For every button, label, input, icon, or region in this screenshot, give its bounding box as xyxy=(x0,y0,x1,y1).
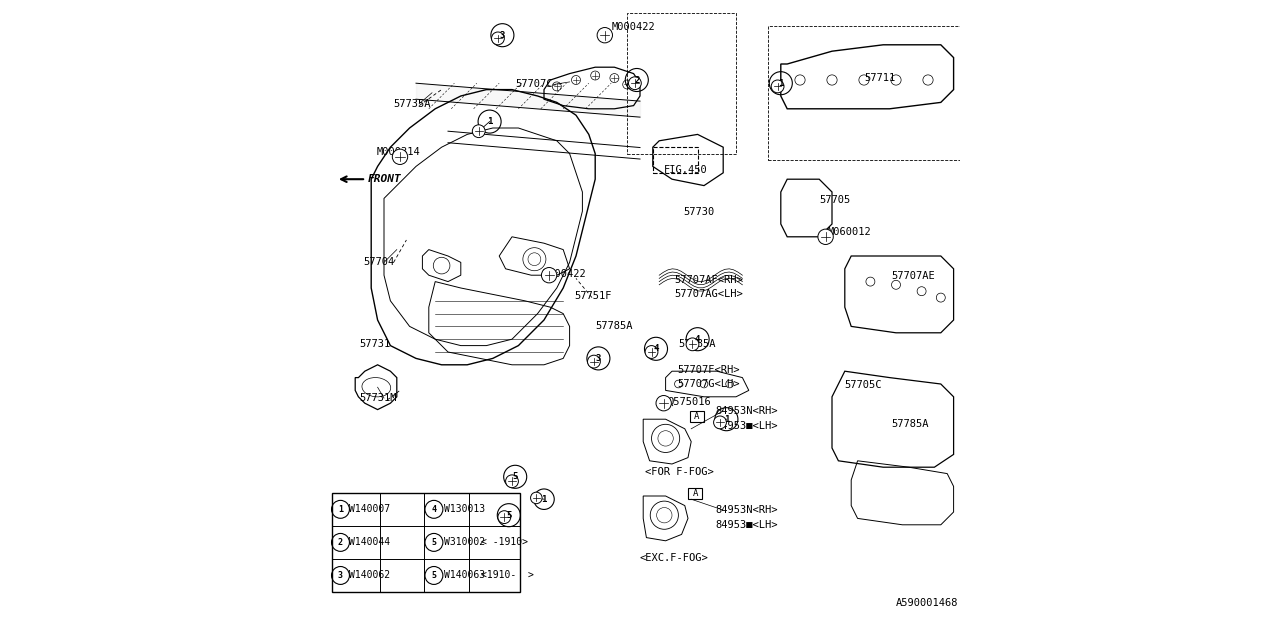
Text: A590001468: A590001468 xyxy=(896,598,959,608)
Circle shape xyxy=(714,416,727,429)
Text: 84953N<RH>: 84953N<RH> xyxy=(716,505,778,515)
Circle shape xyxy=(506,475,518,488)
Text: 3: 3 xyxy=(338,571,343,580)
Text: A: A xyxy=(694,412,700,421)
Circle shape xyxy=(498,511,511,524)
Text: W140044: W140044 xyxy=(349,538,390,547)
Text: 57785A: 57785A xyxy=(595,321,632,332)
Text: 57785A: 57785A xyxy=(891,419,929,429)
Circle shape xyxy=(541,268,557,283)
Circle shape xyxy=(472,125,485,138)
Text: 57751F: 57751F xyxy=(575,291,612,301)
Text: 5: 5 xyxy=(431,538,436,547)
Text: <EXC.F-FOG>: <EXC.F-FOG> xyxy=(640,553,709,563)
Text: <FOR F-FOG>: <FOR F-FOG> xyxy=(645,467,714,477)
Text: 57705C: 57705C xyxy=(845,380,882,390)
Text: M060012: M060012 xyxy=(828,227,872,237)
Circle shape xyxy=(628,77,641,90)
Bar xyxy=(690,411,704,422)
Text: 57785A: 57785A xyxy=(678,339,716,349)
Bar xyxy=(653,147,698,173)
Circle shape xyxy=(588,355,600,368)
Text: 4: 4 xyxy=(695,335,700,344)
Text: 57730: 57730 xyxy=(684,207,714,218)
Circle shape xyxy=(771,80,783,93)
Text: 1: 1 xyxy=(723,415,730,424)
Text: W140007: W140007 xyxy=(349,504,390,515)
Text: W140063: W140063 xyxy=(444,570,485,580)
Circle shape xyxy=(492,32,504,45)
Text: 5: 5 xyxy=(506,511,512,520)
Text: 57704: 57704 xyxy=(364,257,394,268)
Text: 57731M: 57731M xyxy=(360,393,397,403)
Circle shape xyxy=(645,346,658,358)
Text: 57707C: 57707C xyxy=(516,79,553,90)
Text: M000422: M000422 xyxy=(612,22,655,32)
Bar xyxy=(627,13,736,154)
Text: 57705: 57705 xyxy=(819,195,850,205)
Circle shape xyxy=(392,149,408,164)
Bar xyxy=(332,493,520,592)
Text: 1: 1 xyxy=(778,79,783,88)
Text: 3: 3 xyxy=(595,354,602,363)
Text: 4: 4 xyxy=(653,344,659,353)
Bar xyxy=(689,488,703,499)
Text: 57735A: 57735A xyxy=(394,99,431,109)
Text: 57731: 57731 xyxy=(360,339,390,349)
Text: 2: 2 xyxy=(634,76,640,84)
Text: 57707AE: 57707AE xyxy=(891,271,936,282)
Text: < -1910>: < -1910> xyxy=(481,538,527,547)
Circle shape xyxy=(531,492,543,504)
Text: <1910-  >: <1910- > xyxy=(481,570,534,580)
Circle shape xyxy=(818,229,833,244)
Text: 57707AG<LH>: 57707AG<LH> xyxy=(675,289,742,300)
Text: 2: 2 xyxy=(338,538,343,547)
Circle shape xyxy=(686,338,699,351)
Text: 5: 5 xyxy=(512,472,518,481)
Text: M000314: M000314 xyxy=(376,147,420,157)
Text: 1: 1 xyxy=(541,495,547,504)
Circle shape xyxy=(596,28,612,43)
Text: 5: 5 xyxy=(431,571,436,580)
Text: 84953N<RH>: 84953N<RH> xyxy=(716,406,778,416)
Text: W130013: W130013 xyxy=(444,504,485,515)
Text: Q575016: Q575016 xyxy=(668,397,712,407)
Text: 57707F<RH>: 57707F<RH> xyxy=(677,365,740,375)
Text: 57707G<LH>: 57707G<LH> xyxy=(677,379,740,389)
Text: 57711: 57711 xyxy=(864,73,895,83)
Text: A: A xyxy=(692,489,698,498)
Text: W140062: W140062 xyxy=(349,570,390,580)
Text: M000422: M000422 xyxy=(543,269,586,279)
Text: FIG.450: FIG.450 xyxy=(664,164,708,175)
Text: 57707AF<RH>: 57707AF<RH> xyxy=(675,275,742,285)
Text: 3: 3 xyxy=(499,31,506,40)
Circle shape xyxy=(657,396,672,411)
Text: W310002: W310002 xyxy=(444,538,485,547)
Text: 84953■<LH>: 84953■<LH> xyxy=(716,420,778,431)
Text: 1: 1 xyxy=(338,505,343,514)
Bar xyxy=(768,26,966,160)
Text: 84953■<LH>: 84953■<LH> xyxy=(716,520,778,530)
Text: 4: 4 xyxy=(431,505,436,514)
Text: FRONT: FRONT xyxy=(369,174,402,184)
Text: 1: 1 xyxy=(486,117,493,126)
